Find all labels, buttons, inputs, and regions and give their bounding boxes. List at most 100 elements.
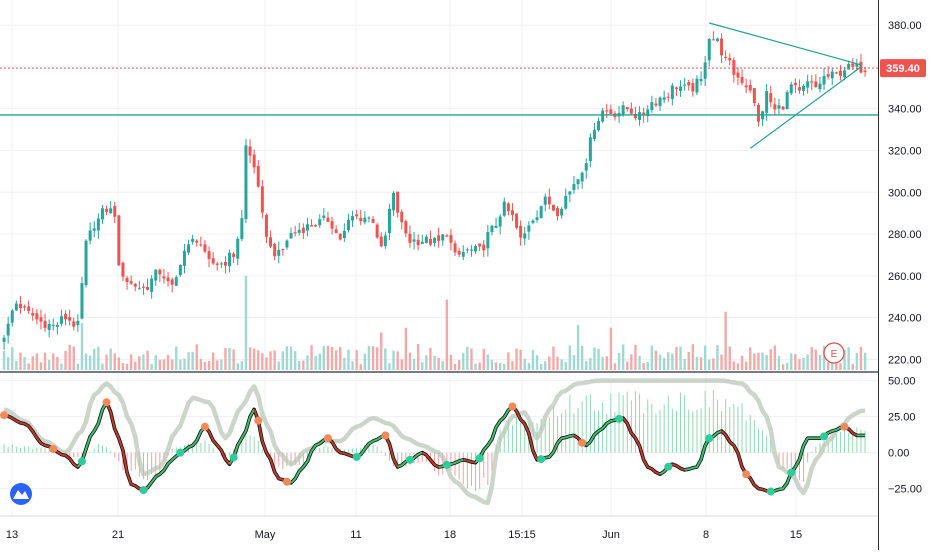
candle-body[interactable]	[2, 337, 6, 342]
candle-body[interactable]	[523, 233, 527, 239]
candle-body[interactable]	[818, 83, 822, 90]
signal-dot[interactable]	[820, 432, 829, 441]
candle-body[interactable]	[392, 192, 396, 211]
candle-body[interactable]	[182, 250, 186, 266]
candle-body[interactable]	[855, 63, 859, 67]
candle-body[interactable]	[232, 253, 236, 258]
candle-body[interactable]	[789, 84, 793, 94]
candle-body[interactable]	[109, 208, 113, 214]
candle-body[interactable]	[59, 316, 63, 324]
earnings-marker-circle[interactable]	[823, 342, 845, 364]
candle-body[interactable]	[736, 72, 740, 78]
candle-body[interactable]	[76, 320, 80, 326]
candle-body[interactable]	[666, 96, 670, 98]
candle-body[interactable]	[338, 233, 342, 240]
candle-body[interactable]	[572, 184, 576, 191]
candle-body[interactable]	[597, 121, 601, 131]
candle-body[interactable]	[334, 229, 338, 234]
candle-body[interactable]	[174, 277, 178, 286]
candle-body[interactable]	[404, 221, 408, 234]
candle-body[interactable]	[158, 269, 162, 275]
candle-body[interactable]	[154, 269, 158, 281]
candle-body[interactable]	[84, 240, 88, 286]
candle-body[interactable]	[100, 208, 104, 220]
candle-body[interactable]	[670, 85, 674, 100]
candle-body[interactable]	[43, 320, 47, 328]
candle-body[interactable]	[105, 208, 109, 212]
signal-dot[interactable]	[77, 457, 86, 466]
signal-dot[interactable]	[282, 477, 291, 486]
candle-body[interactable]	[424, 236, 428, 243]
candle-body[interactable]	[494, 225, 498, 228]
candle-body[interactable]	[293, 232, 297, 234]
candle-body[interactable]	[195, 240, 199, 243]
candle-body[interactable]	[187, 244, 191, 253]
candle-body[interactable]	[691, 83, 695, 92]
oscillator-pane[interactable]	[0, 378, 866, 506]
candle-body[interactable]	[31, 312, 35, 316]
time-axis[interactable]: 13 21 May 11 18 15:15 Jun 8 15	[6, 529, 802, 541]
candle-body[interactable]	[346, 219, 350, 231]
candle-body[interactable]	[396, 191, 400, 213]
candle-body[interactable]	[642, 112, 646, 115]
candle-body[interactable]	[228, 252, 232, 267]
candle-body[interactable]	[223, 262, 227, 266]
candle-body[interactable]	[732, 59, 736, 75]
candle-body[interactable]	[80, 283, 84, 319]
candle-body[interactable]	[383, 235, 387, 247]
candle-body[interactable]	[453, 243, 457, 253]
candle-body[interactable]	[449, 235, 453, 243]
candle-body[interactable]	[264, 214, 268, 237]
signal-dot[interactable]	[381, 431, 390, 440]
candle-body[interactable]	[162, 276, 166, 279]
signal-dot[interactable]	[323, 434, 332, 443]
candle-body[interactable]	[843, 70, 847, 78]
candle-body[interactable]	[531, 220, 535, 223]
candle-body[interactable]	[605, 110, 609, 112]
candle-body[interactable]	[802, 85, 806, 91]
candle-body[interactable]	[211, 258, 215, 264]
candle-body[interactable]	[699, 79, 703, 82]
candle-body[interactable]	[748, 84, 752, 91]
candle-body[interactable]	[428, 238, 432, 245]
candle-body[interactable]	[219, 263, 223, 265]
signal-dot[interactable]	[254, 416, 263, 425]
signal-dot[interactable]	[578, 438, 587, 447]
candle-body[interactable]	[539, 206, 543, 219]
candle-body[interactable]	[92, 228, 96, 231]
candle-body[interactable]	[322, 215, 326, 218]
candle-body[interactable]	[10, 310, 14, 323]
candle-body[interactable]	[543, 196, 547, 205]
candle-body[interactable]	[592, 129, 596, 139]
candle-body[interactable]	[744, 85, 748, 88]
candle-body[interactable]	[740, 76, 744, 83]
candle-body[interactable]	[445, 235, 449, 237]
signal-dot[interactable]	[705, 434, 714, 443]
candle-body[interactable]	[170, 279, 174, 285]
candle-body[interactable]	[371, 218, 375, 223]
candle-body[interactable]	[240, 218, 244, 240]
candle-body[interactable]	[260, 186, 264, 213]
candle-body[interactable]	[273, 244, 277, 257]
candle-body[interactable]	[838, 70, 842, 76]
candle-body[interactable]	[248, 146, 252, 156]
candle-body[interactable]	[625, 107, 629, 110]
candle-body[interactable]	[400, 211, 404, 223]
signal-dot[interactable]	[139, 486, 148, 495]
candle-body[interactable]	[773, 104, 777, 110]
candle-body[interactable]	[277, 249, 281, 256]
candle-body[interactable]	[756, 105, 760, 122]
candle-body[interactable]	[527, 225, 531, 232]
price-axis[interactable]: 380.00360.00340.00320.00300.00280.00260.…	[888, 20, 922, 366]
candle-body[interactable]	[6, 323, 10, 336]
candle-body[interactable]	[515, 213, 519, 228]
candle-body[interactable]	[720, 38, 724, 56]
candle-body[interactable]	[502, 201, 506, 216]
candle-body[interactable]	[207, 251, 211, 260]
oscillator-axis[interactable]: 50.00 25.00 0.00 −25.00	[888, 376, 922, 496]
candle-body[interactable]	[51, 324, 55, 326]
candle-body[interactable]	[297, 229, 301, 233]
candle-body[interactable]	[588, 137, 592, 162]
candle-body[interactable]	[252, 154, 256, 168]
